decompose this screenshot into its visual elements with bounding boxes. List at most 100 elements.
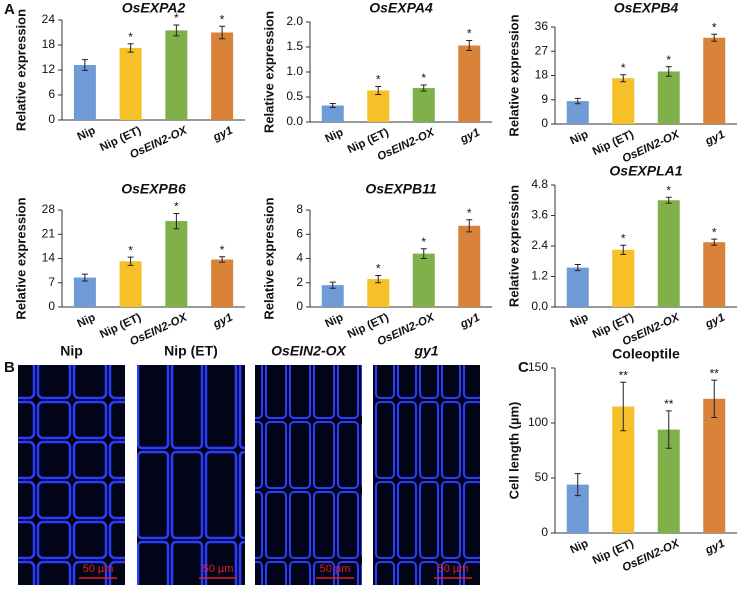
x-tick-label: Nip (323, 312, 345, 331)
y-tick-label: 0.0 (531, 299, 548, 313)
bar (612, 406, 635, 533)
micrograph-cells (18, 365, 125, 585)
significance: * (467, 27, 472, 41)
y-tick-label: 2.0 (286, 14, 303, 28)
y-tick-label: 24 (42, 12, 56, 26)
bar (657, 71, 680, 124)
micrographs (18, 365, 480, 585)
scale-bar-label: 50 µm (438, 563, 469, 575)
bar (612, 78, 635, 124)
bar (657, 429, 680, 533)
y-tick-label: 28 (42, 202, 56, 216)
error-bar (173, 24, 180, 37)
image-label: gy1 (413, 343, 438, 359)
significance: * (174, 200, 179, 214)
bar (612, 249, 635, 307)
panel-label: A (4, 1, 15, 18)
micrograph-cells (373, 365, 480, 585)
bar (165, 30, 188, 121)
y-tick-label: 8 (296, 202, 303, 216)
chart-title: OsEXPB6 (121, 181, 186, 197)
y-tick-label: 2.4 (531, 238, 548, 252)
chart-title: OsEXPB11 (365, 181, 437, 197)
significance: ** (664, 397, 674, 411)
y-axis-label: Relative expression (506, 14, 521, 136)
chart-title: OsEXPLA1 (609, 163, 682, 179)
y-tick-label: 0 (48, 299, 55, 313)
y-axis-label: Relative expression (13, 9, 28, 131)
significance: * (128, 243, 133, 257)
y-tick-label: 18 (42, 37, 56, 51)
significance: * (421, 235, 426, 249)
image-label: Nip (60, 343, 83, 359)
error-bar (574, 473, 581, 497)
error-bar (420, 84, 427, 92)
bar (367, 279, 390, 307)
error-bar (219, 25, 226, 40)
bar (73, 65, 96, 120)
y-tick-label: 6 (48, 87, 55, 101)
error-bar (620, 381, 627, 432)
bar (566, 484, 589, 533)
bar (73, 277, 96, 307)
significance: * (666, 53, 671, 67)
x-tick-label: gy1 (458, 312, 482, 332)
significance: * (174, 11, 179, 25)
image-label: OsEIN2-OX (271, 343, 347, 359)
error-bar (620, 74, 627, 83)
significance: * (376, 262, 381, 276)
significance: * (712, 225, 717, 239)
error-bar (711, 379, 718, 418)
y-tick-label: 100 (528, 415, 548, 429)
y-tick-label: 3.6 (531, 208, 548, 222)
significance: * (220, 243, 225, 257)
panel-label: C (518, 359, 529, 376)
y-tick-label: 27 (535, 43, 549, 57)
panel-label: B (4, 359, 15, 376)
significance: * (621, 61, 626, 75)
y-tick-label: 36 (535, 19, 549, 33)
y-axis-label: Relative expression (261, 197, 276, 319)
x-tick-label: Nip (568, 129, 590, 148)
x-tick-label: Nip (568, 538, 590, 557)
y-tick-label: 0.5 (286, 89, 303, 103)
y-tick-label: 1.2 (531, 269, 548, 283)
y-tick-label: 2 (296, 275, 303, 289)
y-axis-label: Relative expression (261, 11, 276, 133)
y-tick-label: 50 (535, 470, 549, 484)
bar (703, 242, 726, 307)
bar (566, 101, 589, 124)
significance: * (621, 231, 626, 245)
error-bar (375, 274, 382, 284)
x-tick-label: gy1 (703, 312, 727, 332)
error-bar (665, 410, 672, 449)
error-bar (665, 196, 672, 204)
error-bar (219, 256, 226, 263)
y-tick-label: 7 (48, 275, 55, 289)
significance: * (376, 73, 381, 87)
bar (657, 200, 680, 307)
error-bar (375, 86, 382, 95)
error-bar (711, 238, 718, 246)
chart-title: OsEXPB4 (614, 0, 679, 16)
bar (412, 253, 435, 307)
bar (703, 37, 726, 124)
error-bar (711, 33, 718, 42)
micrograph-cells (255, 365, 362, 585)
y-tick-label: 1.0 (286, 64, 303, 78)
bar (165, 221, 188, 307)
bar (458, 45, 481, 122)
bar (119, 261, 142, 307)
significance: ** (710, 366, 720, 380)
image-label: Nip (ET) (164, 343, 218, 359)
error-bar (81, 59, 88, 71)
bar (412, 88, 435, 122)
significance: * (128, 30, 133, 44)
y-axis-label: Relative expression (506, 185, 521, 307)
micrograph-cells (137, 365, 245, 585)
significance: ** (619, 368, 629, 382)
y-tick-label: 14 (42, 251, 56, 265)
chart-title: Coleoptile (612, 346, 680, 362)
y-axis-label: Cell length (µm) (506, 402, 521, 500)
error-bar (81, 273, 88, 282)
